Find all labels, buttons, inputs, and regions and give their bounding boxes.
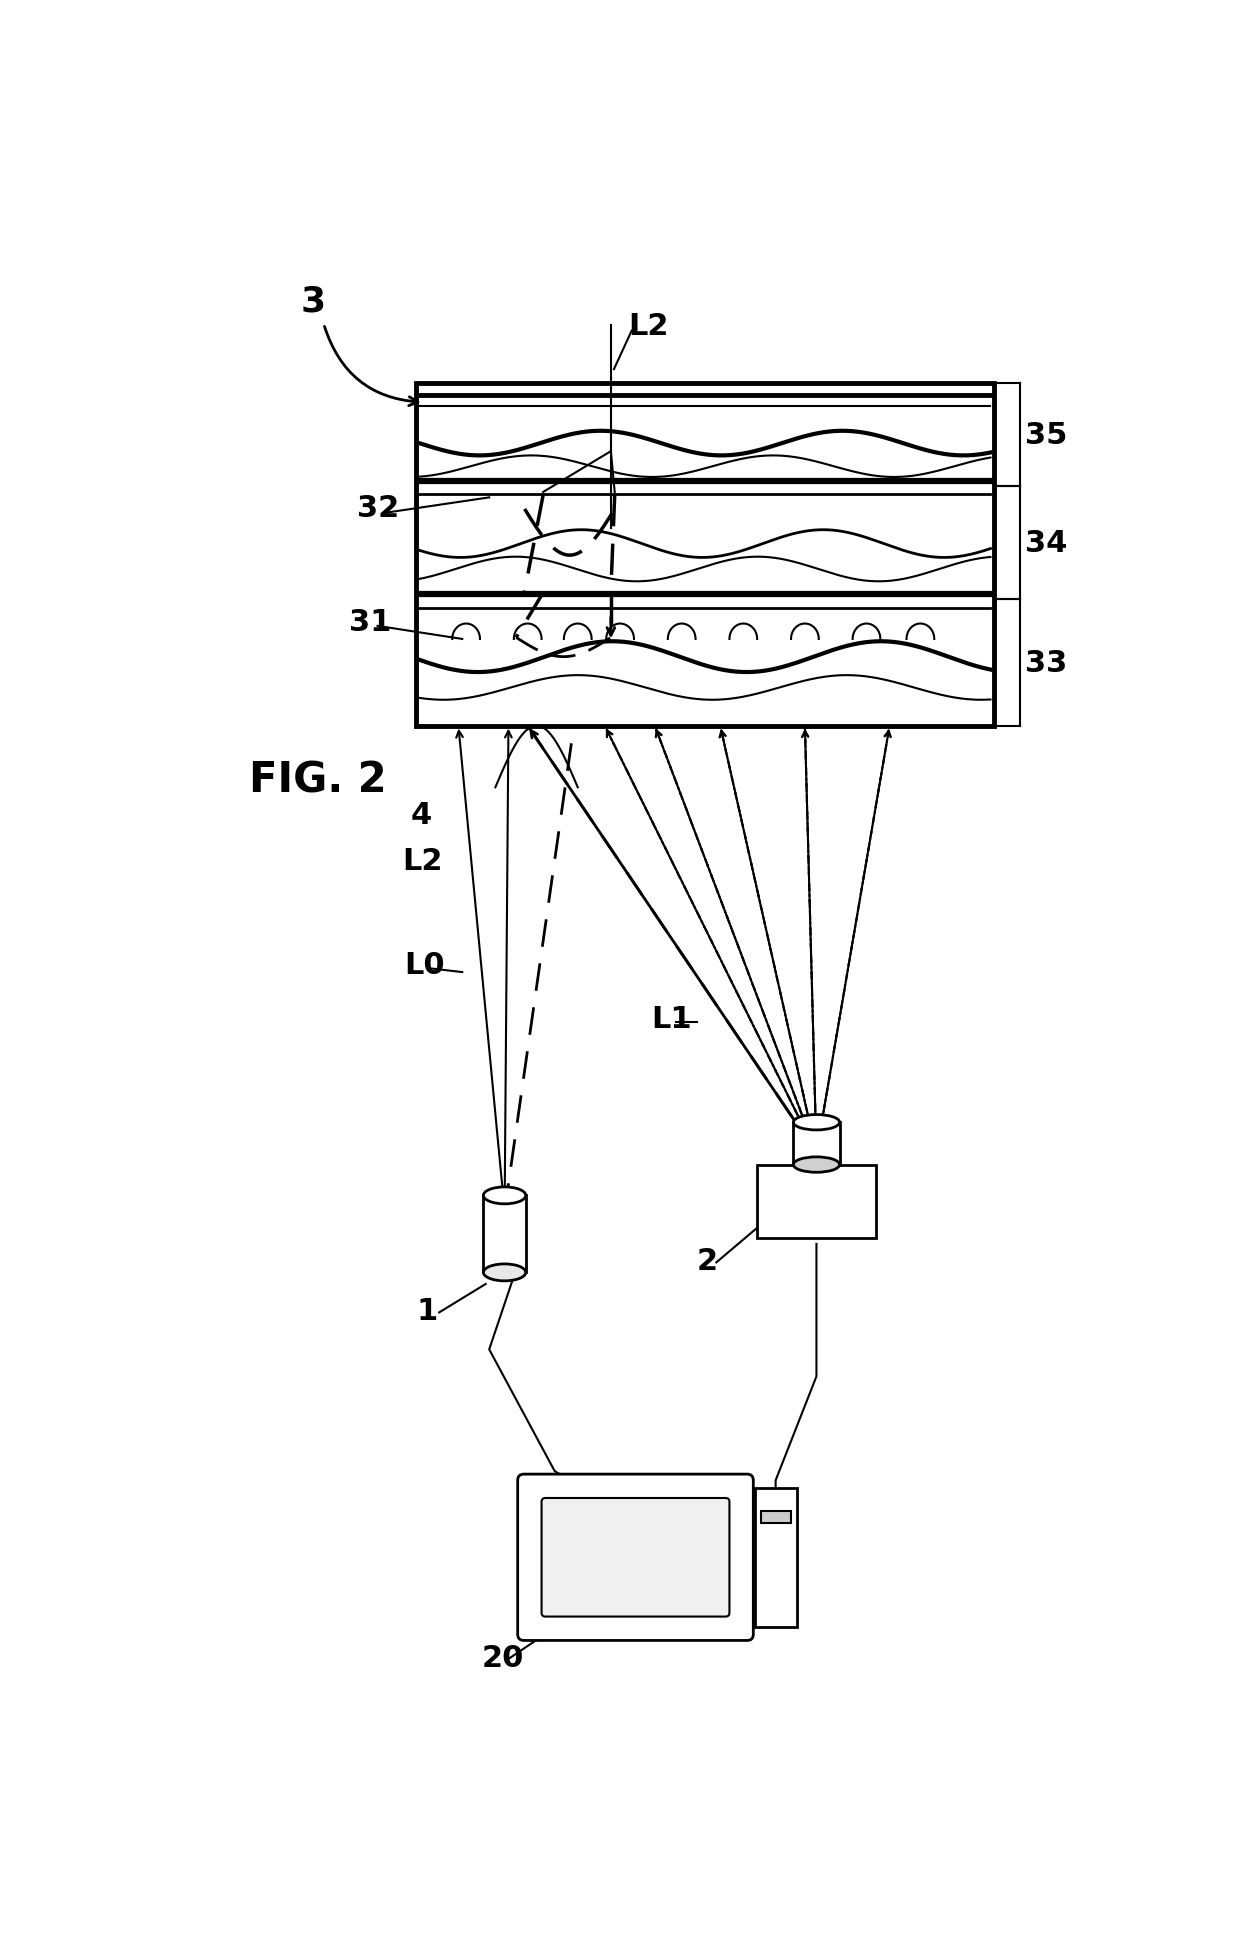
Bar <box>761 1512 791 1523</box>
Text: 20: 20 <box>481 1642 523 1671</box>
FancyBboxPatch shape <box>517 1475 754 1640</box>
Bar <box>794 1122 839 1165</box>
Text: L2: L2 <box>403 847 443 875</box>
Bar <box>417 384 993 727</box>
Text: L0: L0 <box>404 951 445 980</box>
FancyBboxPatch shape <box>542 1498 729 1617</box>
Text: L1: L1 <box>651 1005 692 1032</box>
Bar <box>755 1488 797 1627</box>
Text: 1: 1 <box>417 1297 438 1327</box>
Text: 31: 31 <box>350 608 392 637</box>
Text: 3: 3 <box>300 284 326 318</box>
Text: 4: 4 <box>410 801 432 830</box>
Text: 34: 34 <box>1025 528 1068 557</box>
Text: 32: 32 <box>357 493 399 522</box>
Ellipse shape <box>794 1114 839 1130</box>
Bar <box>756 1165 877 1239</box>
Ellipse shape <box>484 1186 526 1204</box>
Text: 35: 35 <box>1025 421 1068 450</box>
Text: 2: 2 <box>697 1247 718 1276</box>
Bar <box>484 1196 526 1272</box>
Ellipse shape <box>484 1264 526 1282</box>
Ellipse shape <box>794 1157 839 1173</box>
Text: L2: L2 <box>627 312 668 341</box>
Text: 33: 33 <box>1025 649 1068 678</box>
Text: FIG. 2: FIG. 2 <box>249 760 387 801</box>
